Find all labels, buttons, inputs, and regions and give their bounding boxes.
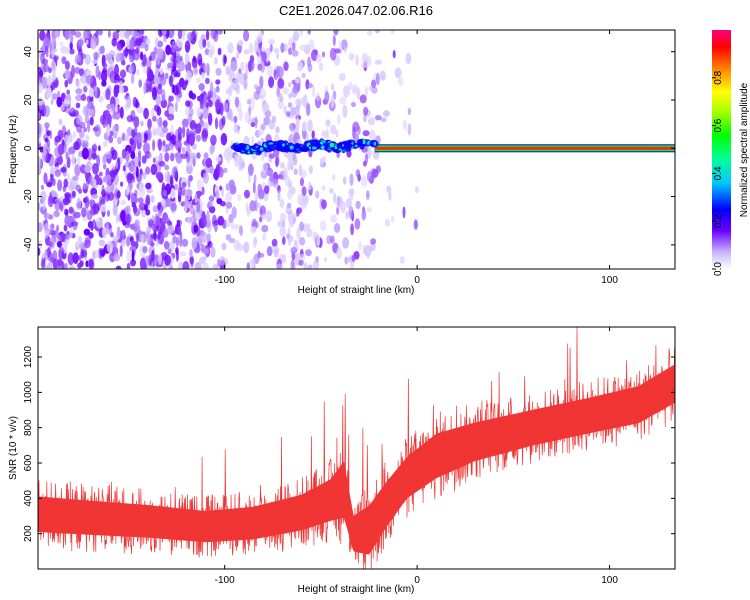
colorbar-tick-label: 0.2 (713, 214, 724, 228)
bottom-x-tick-label: 0 (414, 575, 420, 586)
figure-title: C2E1.2026.047.02.06.R16 (279, 3, 433, 18)
bottom-x-tick-label: -100 (215, 575, 235, 586)
top-x-tick-label: -100 (215, 275, 235, 286)
colorbar-tick-label: 0.6 (713, 118, 724, 132)
top-y-tick-label: -40 (23, 237, 34, 252)
top-x-ticks: -100 0 100 (215, 30, 618, 286)
colorbar-tick-label: 0.4 (713, 166, 724, 180)
top-y-axis-label: Frequency (Hz) (8, 115, 19, 184)
colorbar: 0.0 0.2 0.4 0.6 0.8 Normalized spectral ampl… (712, 30, 750, 276)
top-y-ticks: -40 -20 0 20 40 (23, 46, 675, 252)
top-x-tick-label: 100 (601, 275, 618, 286)
snr-frame (37, 326, 676, 570)
noise-pattern (38, 30, 419, 269)
bottom-y-tick-label: 1000 (23, 381, 34, 404)
signal-band-core (374, 146, 675, 150)
spectrogram-frame (37, 29, 676, 270)
colorbar-label: Normalized spectral amplitude (739, 82, 750, 217)
bottom-y-tick-label: 1200 (23, 345, 34, 368)
top-y-tick-label: 40 (23, 46, 34, 58)
colorbar-gradient (712, 30, 731, 269)
top-y-tick-label: 20 (23, 94, 34, 106)
bottom-x-ticks: -100 0 100 (215, 327, 618, 586)
spectrogram-panel: -100 0 100 -40 -20 0 20 40 Height of straight … (8, 29, 676, 296)
bottom-y-tick-label: 600 (23, 454, 34, 471)
colorbar-ticks: 0.0 0.2 0.4 0.6 0.8 (712, 70, 724, 276)
bottom-y-tick-label: 400 (23, 490, 34, 507)
bottom-y-tick-label: 800 (23, 419, 34, 436)
top-x-axis-label: Height of straight line (km) (298, 285, 415, 296)
snr-series-envelope (38, 364, 675, 555)
bottom-x-axis-label: Height of straight line (km) (298, 584, 415, 595)
top-x-tick-label: 0 (414, 275, 420, 286)
top-y-tick-label: -20 (23, 189, 34, 204)
colorbar-tick-label: 0.8 (713, 70, 724, 84)
bottom-y-tick-label: 200 (23, 525, 34, 542)
signal-band (230, 138, 675, 156)
colorbar-tick-label: 0.0 (713, 262, 724, 276)
bottom-x-tick-label: 100 (601, 575, 618, 586)
bottom-y-axis-label: SNR (10 * v/v) (8, 416, 19, 480)
snr-series-line (38, 327, 675, 569)
top-y-tick-label: 0 (23, 145, 34, 151)
bottom-y-ticks: 200 400 600 800 1000 1200 (23, 345, 675, 542)
snr-panel: -100 0 100 200 400 600 800 1000 1200 Height of … (8, 326, 676, 595)
